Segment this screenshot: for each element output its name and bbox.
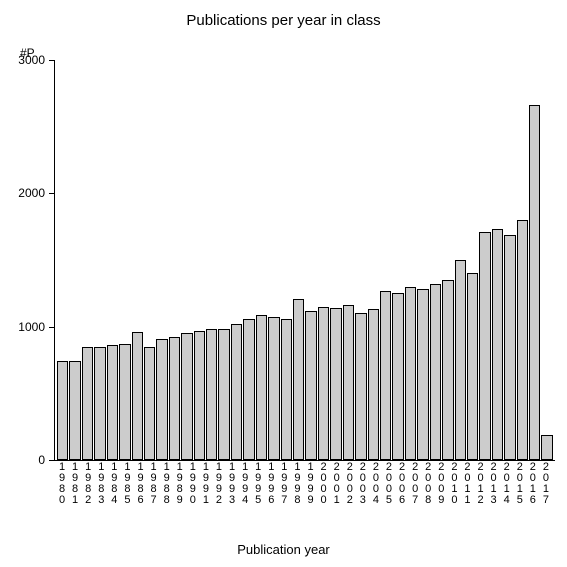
bar: [405, 287, 416, 460]
bar: [94, 347, 105, 460]
bar: [380, 291, 391, 460]
x-tick-label: 1983: [95, 462, 107, 506]
x-tick-label: 1995: [252, 462, 264, 506]
x-axis-label: Publication year: [0, 542, 567, 557]
x-tick-label: 2000: [318, 462, 330, 506]
bar: [504, 235, 515, 460]
x-tick-label: 1991: [200, 462, 212, 506]
x-tick-label: 2012: [475, 462, 487, 506]
bar: [194, 331, 205, 460]
x-tick-label: 1999: [304, 462, 316, 506]
bar: [293, 299, 304, 460]
x-tick-label: 2001: [331, 462, 343, 506]
bar: [256, 315, 267, 460]
x-tick-label: 1993: [226, 462, 238, 506]
bar: [231, 324, 242, 460]
x-tick-label: 2014: [501, 462, 513, 506]
x-tick-label: 2015: [514, 462, 526, 506]
x-tick-label: 2013: [488, 462, 500, 506]
bar: [144, 347, 155, 460]
x-tick-label: 1984: [108, 462, 120, 506]
x-tick-label: 1986: [134, 462, 146, 506]
bar: [243, 319, 254, 460]
x-tick-label: 1994: [239, 462, 251, 506]
bar: [206, 329, 217, 460]
x-tick-label: 1998: [291, 462, 303, 506]
bar: [318, 307, 329, 460]
x-tick-label: 1982: [82, 462, 94, 506]
bar: [218, 329, 229, 460]
bar: [442, 280, 453, 460]
bars-group: [55, 60, 555, 460]
x-tick-label: 1987: [148, 462, 160, 506]
bar: [281, 319, 292, 460]
x-tick-label: 1992: [213, 462, 225, 506]
bar: [368, 309, 379, 460]
bar: [107, 345, 118, 460]
bar: [156, 339, 167, 460]
bar: [492, 229, 503, 460]
bar: [355, 313, 366, 460]
y-tick: [49, 327, 55, 328]
x-tick-label: 2003: [357, 462, 369, 506]
x-tick-label: 1980: [56, 462, 68, 506]
y-tick-label: 0: [38, 453, 45, 467]
bar: [57, 361, 68, 460]
y-tick: [49, 460, 55, 461]
bar: [479, 232, 490, 460]
bar: [343, 305, 354, 460]
x-tick-label: 1989: [174, 462, 186, 506]
x-tick-label: 2009: [435, 462, 447, 506]
chart-title: Publications per year in class: [0, 12, 567, 29]
y-tick-label: 2000: [18, 186, 45, 200]
y-tick: [49, 60, 55, 61]
bar: [417, 289, 428, 460]
y-tick-label: 3000: [18, 53, 45, 67]
bar: [268, 317, 279, 460]
x-tick-label: 2017: [540, 462, 552, 506]
bar: [529, 105, 540, 460]
bar: [467, 273, 478, 460]
x-tick-label: 2008: [422, 462, 434, 506]
bar: [517, 220, 528, 460]
x-tick-label: 1981: [69, 462, 81, 506]
bar: [392, 293, 403, 460]
bar: [119, 344, 130, 460]
x-tick-label: 2005: [383, 462, 395, 506]
bar: [132, 332, 143, 460]
x-tick-label: 2011: [461, 462, 473, 506]
y-tick-label: 1000: [18, 320, 45, 334]
x-tick-label: 1996: [265, 462, 277, 506]
bar: [430, 284, 441, 460]
y-tick: [49, 193, 55, 194]
x-tick-label: 2010: [448, 462, 460, 506]
bar: [305, 311, 316, 460]
x-tick-label: 1990: [187, 462, 199, 506]
x-tick-label: 2016: [527, 462, 539, 506]
chart-container: Publications per year in class #P 010002…: [0, 0, 567, 567]
bar: [455, 260, 466, 460]
x-tick-label: 2004: [370, 462, 382, 506]
bar: [330, 308, 341, 460]
x-labels-group: 1980198119821983198419851986198719881989…: [54, 462, 554, 506]
plot-area: 0100020003000: [54, 60, 555, 461]
x-tick-label: 1985: [121, 462, 133, 506]
x-tick-label: 2006: [396, 462, 408, 506]
x-tick-label: 1988: [161, 462, 173, 506]
bar: [69, 361, 80, 460]
bar: [82, 347, 93, 460]
x-tick-label: 1997: [278, 462, 290, 506]
x-tick-label: 2002: [344, 462, 356, 506]
bar: [181, 333, 192, 460]
x-tick-label: 2007: [409, 462, 421, 506]
bar: [169, 337, 180, 460]
bar: [541, 435, 552, 460]
